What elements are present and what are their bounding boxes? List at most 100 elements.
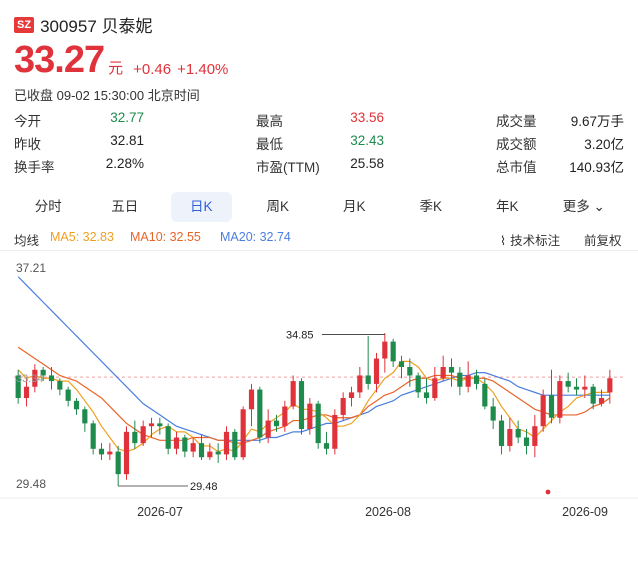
candle-body [65,389,71,401]
x-label: 2026-09 [562,505,608,519]
stat-value: 140.93亿 [569,160,624,175]
y-label-min: 29.48 [16,477,46,491]
candle-body [73,400,80,410]
tab-6[interactable]: 年K [477,192,538,222]
stat-label: 昨收 [14,137,41,152]
candle-body [98,448,105,455]
stat-label: 市盈(TTM) [256,160,320,175]
candle-body [148,423,155,427]
candle-body [48,375,55,382]
candle-body [157,423,163,427]
stat-label: 成交额 [496,137,537,152]
candle-body [398,361,405,367]
candle-body [440,366,446,379]
high-annotation: 34.85 [286,330,314,342]
candle-body [607,378,613,393]
period-tabs: 分时 五日 日K 周K 月K 季K 年K 更多 ⌄ [14,192,626,222]
candle-body [140,426,146,444]
candle-body [90,423,96,449]
tab-label: 月K [342,199,366,214]
candle-body [223,431,230,455]
ma5-value: MA5: 32.83 [50,230,114,244]
candle-body [207,451,213,458]
candle-body [482,383,488,407]
candle-body [82,409,88,424]
price-change-pct: +1.40% [177,61,229,78]
candle-body [15,375,21,399]
price-row: 33.27 元 +0.46 +1.40% [14,40,228,80]
ma5-line [17,360,610,453]
tab-1[interactable]: 五日 [95,192,156,222]
tab-more[interactable]: 更多 ⌄ [554,192,615,222]
stats-row: 昨收 32.81 最低 32.43 成交额 3.20亿 [14,133,626,156]
candle-body [423,392,430,399]
stat-value: 32.43 [350,133,384,148]
candle-body [323,443,330,449]
stat-value: 32.81 [110,133,144,148]
stats-row: 换手率 2.28% 市盈(TTM) 25.58 总市值 140.93亿 [14,156,626,179]
candle-body [532,426,538,446]
candle-body [23,386,30,399]
candle-body [315,403,321,444]
tab-3[interactable]: 周K [248,192,309,222]
current-price: 33.27 [14,39,105,81]
stat-value: 32.77 [110,110,144,125]
low-annotation: 29.48 [190,481,218,493]
stat-label: 总市值 [496,160,537,175]
candle-body [448,366,455,373]
candle-body [498,420,505,446]
candle-body [198,443,205,458]
candle-body [590,386,596,404]
price-change: +0.46 [133,61,172,78]
x-label: 2026-07 [137,505,183,519]
tab-label: 日K [189,199,213,214]
tech-annotation-toggle[interactable]: ⌇ 技术标注 [500,230,560,249]
candle-body [557,381,563,418]
adjust-toggle[interactable]: 前复权 [584,234,622,248]
tab-2[interactable]: 日K [171,192,232,222]
candle-body [123,431,130,475]
stat-value: 3.20亿 [584,137,624,152]
tab-label: 分时 [34,199,62,214]
market-badge: SZ [14,16,35,33]
tab-5[interactable]: 季K [401,192,462,222]
y-label-last: 33.34 [16,373,44,385]
candle-body [490,406,496,421]
x-label: 2026-08 [365,505,411,519]
stock-header: SZ 300957 贝泰妮 [14,12,153,37]
tab-label: 更多 [562,199,590,214]
candle-body [240,409,246,458]
tab-0[interactable]: 分时 [18,192,79,222]
candle-body [265,420,271,438]
candle-body [190,443,196,452]
ma10-value: MA10: 32.55 [130,230,201,244]
candle-body [382,341,388,359]
stat-value: 2.28% [105,156,144,171]
ma20-value: MA20: 32.74 [220,230,291,244]
tech-annotation-label: 技术标注 [510,234,561,248]
candle-body [282,406,288,427]
candle-body [340,398,346,415]
chevron-down-icon: ⌄ [589,199,605,214]
candle-body [32,369,38,387]
candle-body [107,451,113,455]
candle-body [432,378,438,399]
candle-body [132,431,138,444]
stats-row: 今开 32.77 最高 33.56 成交量 9.67万手 [14,110,626,133]
stat-label: 换手率 [14,160,55,175]
stat-label: 今开 [14,114,41,129]
tab-4[interactable]: 月K [324,192,385,222]
candle-body [298,381,305,430]
stats-grid: 今开 32.77 最高 33.56 成交量 9.67万手 昨收 32.81 最低 32.43 成交额… [14,110,626,179]
candle-body [582,386,588,390]
candle-body [173,437,180,449]
candle-body [457,372,463,387]
candle-body [415,375,421,393]
candle-body [507,429,513,446]
candle-body [307,403,313,430]
candle-body [515,429,521,438]
tab-label: 年K [495,199,519,214]
candle-body [115,451,121,475]
kline-chart[interactable]: 37.21 33.34 29.48 34.85 29.48 2026-07 2026-08 2… [0,250,638,530]
candle-body [273,420,280,427]
